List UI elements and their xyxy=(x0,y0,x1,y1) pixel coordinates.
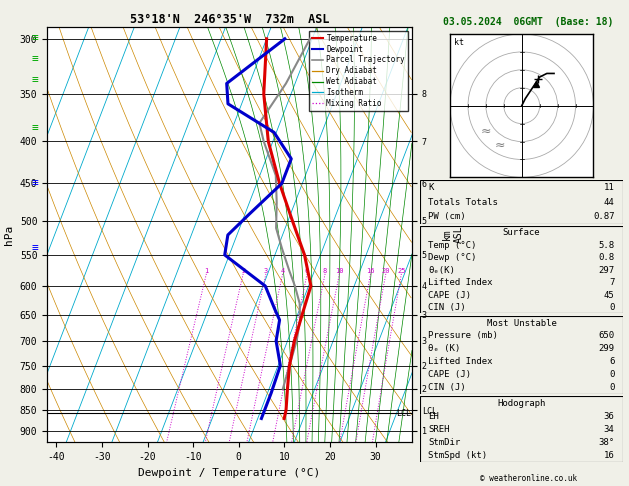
Text: 0: 0 xyxy=(610,370,615,380)
Text: K: K xyxy=(428,183,433,192)
Text: 6: 6 xyxy=(305,268,309,274)
Text: ≡: ≡ xyxy=(31,75,38,86)
Text: 16: 16 xyxy=(366,268,375,274)
Text: 650: 650 xyxy=(598,331,615,341)
Text: θₑ(K): θₑ(K) xyxy=(428,266,455,275)
Text: 03.05.2024  06GMT  (Base: 18): 03.05.2024 06GMT (Base: 18) xyxy=(443,17,613,27)
Text: 4: 4 xyxy=(281,268,285,274)
Text: 34: 34 xyxy=(604,425,615,434)
Text: 0.87: 0.87 xyxy=(593,212,615,222)
Text: 0: 0 xyxy=(610,383,615,392)
Text: Surface: Surface xyxy=(503,228,540,237)
Text: 5.8: 5.8 xyxy=(598,241,615,250)
Text: Most Unstable: Most Unstable xyxy=(486,318,557,328)
Text: ≡: ≡ xyxy=(31,243,38,253)
Text: CIN (J): CIN (J) xyxy=(428,383,466,392)
Text: 0: 0 xyxy=(610,303,615,312)
Text: 6: 6 xyxy=(610,357,615,366)
Text: ≡: ≡ xyxy=(31,54,38,64)
Text: CIN (J): CIN (J) xyxy=(428,303,466,312)
Text: Lifted Index: Lifted Index xyxy=(428,278,493,287)
Text: CAPE (J): CAPE (J) xyxy=(428,370,471,380)
Text: 1: 1 xyxy=(204,268,208,274)
Text: Totals Totals: Totals Totals xyxy=(428,198,498,207)
Text: LCL: LCL xyxy=(396,409,411,417)
Text: PW (cm): PW (cm) xyxy=(428,212,466,222)
Text: Lifted Index: Lifted Index xyxy=(428,357,493,366)
Text: StmDir: StmDir xyxy=(428,438,460,447)
Text: 7: 7 xyxy=(610,278,615,287)
Text: EH: EH xyxy=(428,412,439,421)
Text: 11: 11 xyxy=(604,183,615,192)
Text: Hodograph: Hodograph xyxy=(498,399,545,408)
Text: 3: 3 xyxy=(264,268,268,274)
Y-axis label: hPa: hPa xyxy=(4,225,14,244)
Y-axis label: km
ASL: km ASL xyxy=(442,226,464,243)
Text: ≡: ≡ xyxy=(31,123,38,133)
Text: 20: 20 xyxy=(382,268,390,274)
Text: 25: 25 xyxy=(397,268,406,274)
Text: 38°: 38° xyxy=(598,438,615,447)
Text: 45: 45 xyxy=(604,291,615,300)
Text: ≈: ≈ xyxy=(495,139,506,152)
Text: θₑ (K): θₑ (K) xyxy=(428,345,460,353)
Text: 10: 10 xyxy=(335,268,343,274)
X-axis label: Dewpoint / Temperature (°C): Dewpoint / Temperature (°C) xyxy=(138,468,321,478)
Text: 36: 36 xyxy=(604,412,615,421)
Text: ≈: ≈ xyxy=(481,124,491,138)
Text: SREH: SREH xyxy=(428,425,450,434)
Text: CAPE (J): CAPE (J) xyxy=(428,291,471,300)
Text: 44: 44 xyxy=(604,198,615,207)
Text: 299: 299 xyxy=(598,345,615,353)
Text: kt: kt xyxy=(454,37,464,47)
Text: StmSpd (kt): StmSpd (kt) xyxy=(428,451,487,460)
Text: ≡: ≡ xyxy=(31,34,38,43)
Text: © weatheronline.co.uk: © weatheronline.co.uk xyxy=(480,474,577,483)
Text: 2: 2 xyxy=(241,268,245,274)
Text: Temp (°C): Temp (°C) xyxy=(428,241,477,250)
Text: 16: 16 xyxy=(604,451,615,460)
Text: 8: 8 xyxy=(323,268,327,274)
Text: ≡: ≡ xyxy=(31,178,38,188)
Title: 53°18'N  246°35'W  732m  ASL: 53°18'N 246°35'W 732m ASL xyxy=(130,13,330,26)
Text: 297: 297 xyxy=(598,266,615,275)
Legend: Temperature, Dewpoint, Parcel Trajectory, Dry Adiabat, Wet Adiabat, Isotherm, Mi: Temperature, Dewpoint, Parcel Trajectory… xyxy=(309,31,408,111)
Text: Pressure (mb): Pressure (mb) xyxy=(428,331,498,341)
Text: Dewp (°C): Dewp (°C) xyxy=(428,253,477,262)
Text: 0.8: 0.8 xyxy=(598,253,615,262)
